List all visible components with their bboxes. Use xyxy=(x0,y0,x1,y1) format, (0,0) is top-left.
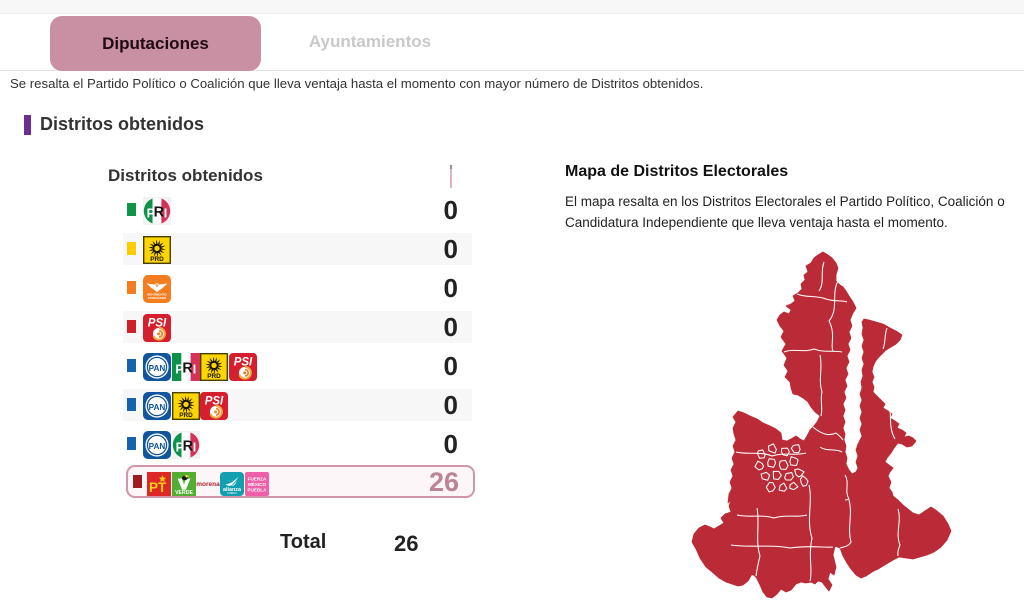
svg-text:FUERZA: FUERZA xyxy=(247,477,266,482)
svg-text:P: P xyxy=(175,441,183,455)
svg-text:alianza: alianza xyxy=(223,487,242,493)
svg-text:MÉXICO: MÉXICO xyxy=(247,480,266,487)
svg-text:R: R xyxy=(182,439,193,455)
svg-text:PRD: PRD xyxy=(207,373,221,380)
svg-text:P: P xyxy=(175,363,183,377)
svg-text:PRD: PRD xyxy=(179,412,193,419)
svg-text:I: I xyxy=(192,363,195,377)
svg-text:PAN: PAN xyxy=(149,442,166,451)
svg-text:PUEBLA: PUEBLA xyxy=(227,492,237,495)
svg-text:PUEBLA: PUEBLA xyxy=(247,488,267,493)
svg-text:PRD: PRD xyxy=(150,256,164,263)
svg-text:I: I xyxy=(164,207,167,221)
svg-text:PSI: PSI xyxy=(233,357,252,369)
svg-text:PT: PT xyxy=(149,480,167,495)
svg-text:PAN: PAN xyxy=(149,364,166,373)
svg-text:R: R xyxy=(182,361,193,377)
svg-text:CIUDADANO: CIUDADANO xyxy=(148,296,167,300)
svg-text:PSI: PSI xyxy=(205,396,224,408)
svg-text:P: P xyxy=(147,207,155,221)
svg-text:MOVIMIENTO: MOVIMIENTO xyxy=(147,293,167,297)
svg-text:R: R xyxy=(154,205,165,221)
svg-text:PAN: PAN xyxy=(149,403,166,412)
svg-text:I: I xyxy=(192,441,195,455)
svg-text:VERDE: VERDE xyxy=(175,490,193,496)
svg-text:PSI: PSI xyxy=(148,318,167,330)
